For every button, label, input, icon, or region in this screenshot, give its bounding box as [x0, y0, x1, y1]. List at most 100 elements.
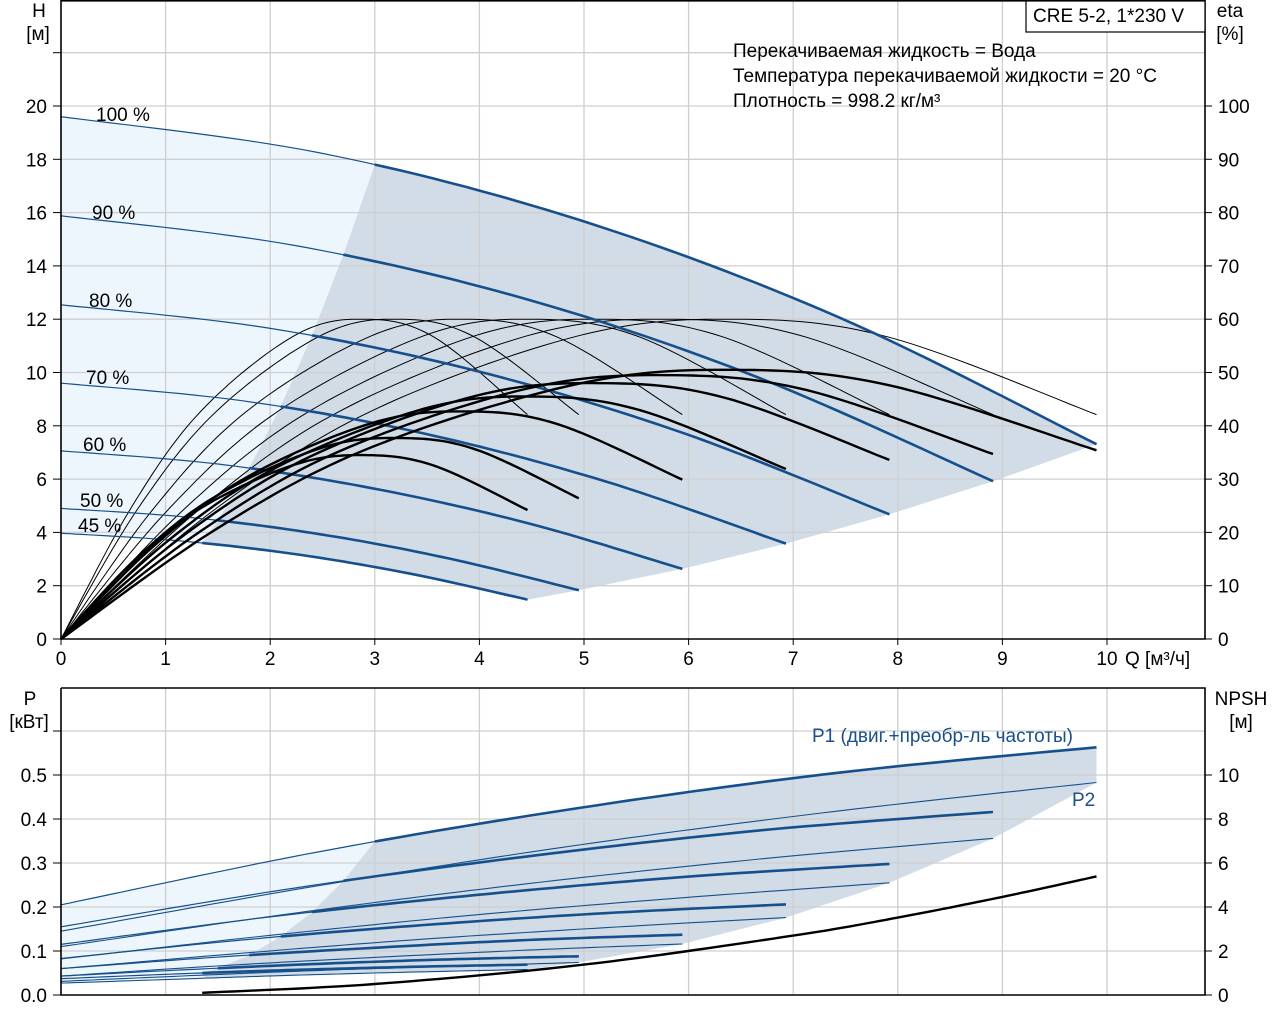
bottom-plot-frame — [60, 687, 1206, 996]
eta-tick-label: 10 — [1218, 577, 1239, 598]
p-tick-label: 0.4 — [21, 810, 48, 831]
speed-label-80: 80 % — [89, 291, 132, 312]
eta-tick-label: 80 — [1218, 204, 1239, 225]
npsh-tick-label: 8 — [1218, 810, 1229, 831]
npsh-tick-label: 4 — [1218, 898, 1229, 919]
p2-curve-45 — [60, 968, 528, 984]
x-tick-label: 2 — [265, 649, 276, 670]
h-tick-label: 16 — [26, 204, 47, 225]
eta-pump-curve-60 — [60, 318, 683, 640]
speed-label-45: 45 % — [78, 516, 121, 537]
p1-curve-operating-90 — [343, 810, 994, 883]
p-tick-label: 0.0 — [21, 986, 47, 1007]
eta-total-curve-45 — [60, 453, 529, 640]
x-tick-label: 0 — [56, 649, 67, 670]
density-info-line: Плотность = 998.2 кг/м³ — [733, 91, 940, 112]
eta-tick-label: 90 — [1218, 150, 1239, 171]
temperature-info-line: Температура перекачиваемой жидкости = 20… — [733, 66, 1157, 87]
head-curve-operating-70 — [280, 405, 787, 545]
eta-tick-label: 20 — [1218, 523, 1239, 544]
eta-tick-label: 50 — [1218, 364, 1239, 385]
p-tick-label: 0.3 — [21, 854, 47, 875]
p-axis-title: P — [24, 689, 37, 710]
speed-label-100: 100 % — [96, 105, 150, 126]
x-tick-label: 5 — [579, 649, 590, 670]
eta-tick-label: 40 — [1218, 417, 1239, 438]
npsh-axis-unit: [м] — [1229, 712, 1253, 733]
eta-tick-label: 70 — [1218, 257, 1239, 278]
p1-curve-operating-80 — [311, 862, 890, 914]
head-curve-operating-50 — [217, 519, 580, 592]
h-tick-label: 18 — [26, 150, 47, 171]
bottom-curves — [60, 746, 1097, 994]
h-axis-title: H — [32, 1, 46, 22]
top-operating-area — [61, 116, 1097, 600]
speed-label-70: 70 % — [86, 368, 129, 389]
x-tick-label: 6 — [683, 649, 694, 670]
fluid-info-line: Перекачиваемая жидкость = Вода — [733, 41, 1036, 62]
npsh-tick-label: 10 — [1218, 766, 1239, 787]
top-plot-frame — [60, 0, 1206, 640]
eta-tick-label: 0 — [1218, 630, 1229, 651]
x-tick-label: 3 — [370, 649, 381, 670]
pump-model-title: CRE 5-2, 1*230 V — [1033, 6, 1184, 27]
p1-curve-operating-60 — [249, 933, 683, 957]
p2-curve-60 — [60, 943, 683, 977]
eta-axis-title: eta — [1217, 1, 1244, 22]
npsh-tick-label: 2 — [1218, 942, 1229, 963]
p-axis-unit: [кВт] — [9, 712, 49, 733]
eta-pump-curve-80 — [60, 318, 890, 640]
h-tick-label: 4 — [36, 523, 47, 544]
h-tick-label: 12 — [26, 310, 47, 331]
speed-label-60: 60 % — [83, 435, 126, 456]
x-tick-label: 10 — [1096, 649, 1117, 670]
h-tick-label: 6 — [36, 470, 47, 491]
x-tick-label: 7 — [788, 649, 799, 670]
h-tick-label: 14 — [26, 257, 48, 278]
head-curve-operating-45 — [202, 541, 528, 601]
eta-tick-label: 30 — [1218, 470, 1239, 491]
h-tick-label: 0 — [36, 630, 47, 651]
npsh-tick-label: 0 — [1218, 986, 1229, 1007]
npsh-axis-title: NPSH — [1215, 689, 1268, 710]
x-tick-label: 4 — [474, 649, 485, 670]
p2-curve-80 — [60, 882, 890, 960]
eta-axis-unit: [%] — [1216, 24, 1243, 45]
x-tick-label: 9 — [997, 649, 1008, 670]
p2-curve-70 — [60, 917, 786, 970]
head-curve-operating-60 — [249, 466, 683, 571]
h-tick-label: 20 — [26, 97, 47, 118]
h-tick-label: 8 — [36, 417, 47, 438]
head-curve-operating-100 — [374, 163, 1098, 446]
head-curve-operating-80 — [311, 334, 890, 516]
p1-curve-operating-50 — [217, 955, 579, 970]
p1-curve-label: P1 (двиг.+преобр-ль частоты) — [812, 726, 1073, 747]
eta-tick-label: 100 — [1218, 97, 1250, 118]
eta-total-curve-60 — [60, 410, 683, 640]
head-curve-operating-90 — [343, 253, 994, 483]
x-tick-label: 1 — [160, 649, 171, 670]
eta-total-curve-70 — [60, 395, 787, 640]
p1-curve-operating-100 — [374, 746, 1097, 843]
h-axis-unit: [м] — [26, 24, 50, 45]
eta-pump-curve-70 — [60, 318, 787, 640]
p-tick-label: 0.2 — [21, 898, 47, 919]
p1-curve-operating-45 — [202, 963, 528, 975]
q-axis-title: Q [м³/ч] — [1125, 649, 1190, 670]
eta-pump-curve-100 — [60, 318, 1097, 640]
p2-curve-label: P2 — [1072, 790, 1095, 811]
top-curves — [60, 116, 1098, 640]
x-tick-label: 8 — [893, 649, 904, 670]
h-tick-label: 2 — [36, 577, 47, 598]
eta-total-curve-80 — [60, 381, 890, 640]
eta-total-curve-90 — [60, 373, 994, 640]
npsh-tick-label: 6 — [1218, 854, 1229, 875]
p-tick-label: 0.1 — [21, 942, 47, 963]
p-tick-label: 0.5 — [21, 766, 47, 787]
eta-pump-curve-45 — [60, 318, 528, 640]
pump-model-box — [1025, 0, 1206, 33]
speed-label-50: 50 % — [80, 491, 123, 512]
p2-curve-100 — [60, 781, 1097, 932]
speed-label-90: 90 % — [92, 203, 135, 224]
